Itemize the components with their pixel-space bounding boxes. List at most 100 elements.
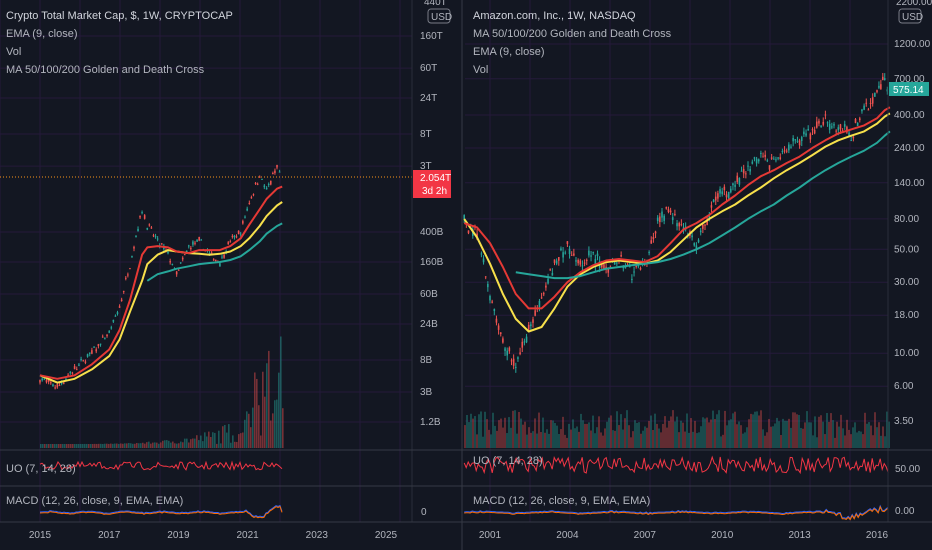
x-tick-label: 2025: [375, 530, 398, 541]
left-indicator-ma-cross[interactable]: MA 50/100/200 Golden and Death Cross: [6, 64, 205, 76]
volume-bar: [492, 412, 494, 448]
volume-bar: [248, 413, 250, 448]
volume-bar: [272, 413, 274, 448]
candle-body: [861, 109, 863, 112]
right-indicator-vol[interactable]: Vol: [473, 64, 488, 76]
candle-body: [592, 252, 594, 254]
candle-body: [620, 255, 622, 257]
candle-body: [152, 235, 155, 237]
volume-bar: [176, 443, 178, 448]
candle-body: [867, 109, 870, 111]
candle-body: [120, 299, 123, 302]
left-indicator-vol[interactable]: Vol: [6, 46, 21, 58]
volume-bar: [612, 430, 614, 448]
volume-bar: [576, 426, 578, 448]
left-currency-button[interactable]: [427, 8, 451, 24]
volume-bar: [622, 429, 624, 448]
left-pane[interactable]: Crypto Total Market Cap, $, 1W, CRYPTOCA…: [0, 0, 452, 541]
candle-body: [575, 260, 577, 262]
volume-bar: [156, 442, 158, 448]
candle-body: [493, 309, 496, 311]
volume-bar: [464, 425, 466, 448]
candle-body: [639, 267, 642, 270]
volume-bar: [68, 443, 70, 448]
y-tick-label: 3T: [420, 161, 432, 172]
candle-body: [106, 334, 108, 337]
volume-bar: [256, 378, 258, 448]
left-x-axis[interactable]: 2015 2017 2019 2021 2023 2025: [29, 530, 398, 541]
volume-bar: [884, 436, 886, 448]
right-y-axis[interactable]: 1200.00 700.00 400.00 240.00 140.00 80.00 50.0…: [894, 39, 931, 427]
candle-body: [654, 231, 657, 234]
volume-bar: [670, 416, 672, 448]
volume-bar: [230, 442, 232, 448]
candle-body: [859, 118, 861, 121]
candle-body: [80, 359, 82, 361]
right-uo-value: 50.00: [895, 464, 920, 475]
candle-body: [150, 227, 153, 229]
volume-bar: [598, 416, 600, 448]
volume-bar: [542, 417, 544, 448]
candle-body: [484, 276, 487, 278]
left-indicator-ema[interactable]: EMA (9, close): [6, 28, 78, 40]
candle-body: [665, 206, 668, 209]
candle-body: [609, 266, 612, 268]
uo-line: [39, 460, 283, 471]
candle-body: [678, 223, 680, 227]
left-macd-lines: [39, 504, 283, 519]
series-line-ma-200: [515, 130, 891, 280]
candle-body: [108, 331, 110, 333]
candle-body: [265, 187, 268, 190]
volume-bar: [498, 420, 500, 448]
volume-bar: [782, 418, 784, 448]
volume-bar: [268, 350, 270, 448]
volume-bar: [278, 372, 280, 448]
volume-bar: [476, 434, 478, 448]
right-currency-button[interactable]: [898, 8, 922, 24]
volume-bar: [120, 443, 122, 448]
volume-bar: [830, 413, 832, 448]
volume-bar: [652, 429, 654, 448]
volume-bar: [564, 434, 566, 448]
candle-body: [223, 254, 225, 258]
y-tick-label: 60B: [420, 289, 438, 300]
right-indicator-ema[interactable]: EMA (9, close): [473, 46, 545, 58]
volume-bar: [748, 419, 750, 448]
candle-body: [577, 259, 579, 264]
volume-bar: [870, 425, 872, 448]
candle-body: [60, 382, 63, 384]
volume-bar: [528, 427, 530, 448]
candle-body: [549, 269, 551, 271]
right-indicator-ma-cross[interactable]: MA 50/100/200 Golden and Death Cross: [473, 28, 672, 40]
volume-bar: [536, 433, 538, 448]
candle-body: [757, 159, 760, 162]
left-uo-label[interactable]: UO (7, 14, 28): [6, 463, 76, 475]
volume-bar: [468, 422, 470, 448]
right-macd-label[interactable]: MACD (12, 26, close, 9, EMA, EMA): [473, 495, 650, 507]
volume-bar: [618, 425, 620, 448]
candle-body: [45, 379, 48, 383]
right-pane[interactable]: Amazon.com, Inc., 1W, NASDAQ MA 50/100/2…: [463, 0, 932, 541]
right-x-axis[interactable]: 2001 2004 2007 2010 2013 2016: [479, 530, 889, 541]
volume-bar: [590, 430, 592, 448]
left-y-axis[interactable]: 160T 60T 24T 8T 3T 400B 160B 60B 24B 8B 3B 1.2B: [420, 31, 444, 428]
right-macd-lines: [464, 504, 889, 521]
volume-bar: [94, 443, 96, 448]
volume-bar: [104, 443, 106, 448]
volume-bar: [190, 439, 192, 448]
volume-bar: [78, 443, 80, 448]
volume-bar: [112, 443, 114, 448]
y-tick-label: 160B: [420, 257, 444, 268]
volume-bar: [84, 443, 86, 448]
candle-body: [551, 272, 554, 276]
y-tick-label: 8T: [420, 129, 432, 140]
candle-body: [127, 274, 129, 276]
candle-body: [190, 248, 192, 250]
volume-bar: [694, 420, 696, 448]
left-macd-label[interactable]: MACD (12, 26, close, 9, EMA, EMA): [6, 495, 183, 507]
candle-body: [607, 268, 610, 273]
volume-bar: [772, 426, 774, 448]
volume-bar: [118, 443, 120, 448]
volume-bar: [726, 425, 728, 448]
right-uo-label[interactable]: UO (7, 14, 28): [473, 455, 543, 467]
